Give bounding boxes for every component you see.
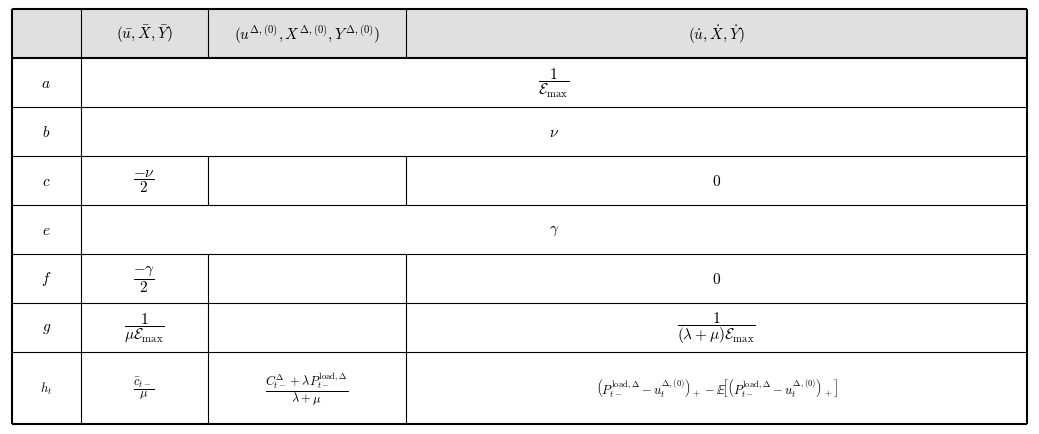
Text: $e$: $e$ <box>42 222 51 237</box>
Text: $h_t$: $h_t$ <box>41 380 52 396</box>
Text: $(u^{\Delta,(0)}, X^{\Delta,(0)}, Y^{\Delta,(0)})$: $(u^{\Delta,(0)}, X^{\Delta,(0)}, Y^{\De… <box>234 23 380 46</box>
Text: $0$: $0$ <box>712 174 721 188</box>
Text: $\gamma$: $\gamma$ <box>549 222 559 237</box>
Text: $f$: $f$ <box>42 270 52 288</box>
FancyBboxPatch shape <box>11 59 1028 424</box>
Text: $\left(P^{\mathrm{load},\Delta}_{t-} - u^{\Delta,(0)}_t\right)_+ - \mathbb{E}\!\: $\left(P^{\mathrm{load},\Delta}_{t-} - u… <box>595 377 837 399</box>
Text: $c$: $c$ <box>42 174 51 188</box>
Text: $0$: $0$ <box>712 271 721 286</box>
Text: $( \bar{u}, \bar{X}, \bar{Y})$: $( \bar{u}, \bar{X}, \bar{Y})$ <box>116 24 172 45</box>
Text: $\dfrac{1}{(\lambda+\mu)\mathcal{E}_{\mathrm{max}}}$: $\dfrac{1}{(\lambda+\mu)\mathcal{E}_{\ma… <box>677 310 756 345</box>
Text: $\dfrac{-\gamma}{2}$: $\dfrac{-\gamma}{2}$ <box>133 263 156 295</box>
Text: $a$: $a$ <box>42 76 51 91</box>
Text: $b$: $b$ <box>43 125 51 140</box>
Text: $\nu$: $\nu$ <box>549 125 559 140</box>
Text: $\dfrac{1}{\mu\mathcal{E}_{\mathrm{max}}}$: $\dfrac{1}{\mu\mathcal{E}_{\mathrm{max}}… <box>124 311 164 345</box>
Text: $g$: $g$ <box>42 320 51 335</box>
Text: $\dfrac{\bar{c}_{t-}}{\mu}$: $\dfrac{\bar{c}_{t-}}{\mu}$ <box>133 375 155 401</box>
Text: $\dfrac{-\nu}{2}$: $\dfrac{-\nu}{2}$ <box>133 168 155 194</box>
Text: $\dfrac{1}{\mathcal{E}_{\mathrm{max}}}$: $\dfrac{1}{\mathcal{E}_{\mathrm{max}}}$ <box>538 67 569 100</box>
FancyBboxPatch shape <box>11 10 1028 59</box>
Text: $\dfrac{C^{\Delta}_{t-}+\lambda P^{\mathrm{load},\Delta}_{t-}}{\lambda+\mu}$: $\dfrac{C^{\Delta}_{t-}+\lambda P^{\math… <box>265 369 349 407</box>
Text: $(\dot{u}, \dot{X}, \dot{Y})$: $(\dot{u}, \dot{X}, \dot{Y})$ <box>688 23 745 46</box>
